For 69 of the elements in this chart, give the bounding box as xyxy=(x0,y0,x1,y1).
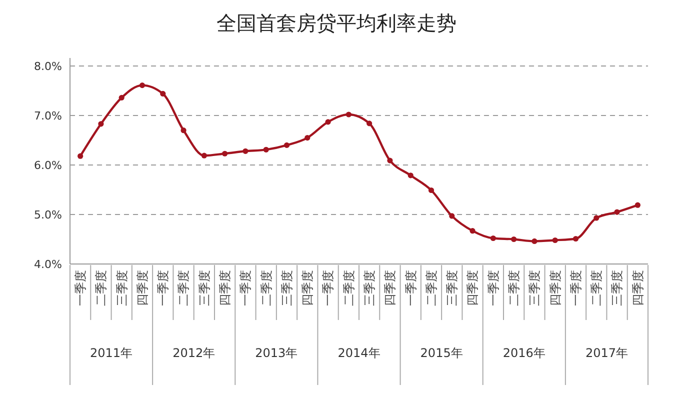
point xyxy=(511,236,517,242)
x-tick-label: 三季度 xyxy=(197,270,212,306)
text: 2017年 xyxy=(585,346,628,360)
x-tick-label: 二季度 xyxy=(259,270,274,306)
x-tick-label: 一季度 xyxy=(568,270,583,306)
x-tick-label: 四季度 xyxy=(218,270,232,306)
point xyxy=(201,152,207,158)
text: 2016年 xyxy=(502,346,546,360)
x-tick-label: 四季度 xyxy=(383,270,398,306)
x-tick-label: 一季度 xyxy=(321,270,336,306)
point xyxy=(634,202,640,208)
x-tick-label: 一季度 xyxy=(404,270,418,306)
x-tick-label: 二季度 xyxy=(424,270,438,306)
x-tick-label: 二季度 xyxy=(590,270,604,306)
point xyxy=(346,112,352,118)
x-tick-label: 三季度 xyxy=(362,270,377,306)
text: 2015年 xyxy=(420,346,463,360)
point xyxy=(366,120,372,126)
point xyxy=(180,128,186,134)
point xyxy=(78,153,84,159)
text: 2011年 xyxy=(90,346,133,360)
x-tick-label: 四季度 xyxy=(300,270,315,306)
x-tick-label: 三季度 xyxy=(610,270,624,306)
point xyxy=(263,146,269,152)
x-tick-label: 四季度 xyxy=(135,270,150,306)
y-tick-label: 4.0% xyxy=(34,258,62,271)
point xyxy=(552,237,558,244)
point xyxy=(387,158,393,164)
x-tick-label: 三季度 xyxy=(528,270,542,306)
point xyxy=(532,238,538,244)
text: 2012年 xyxy=(172,346,216,360)
point xyxy=(572,236,579,242)
point xyxy=(428,187,434,194)
point xyxy=(470,228,476,234)
point xyxy=(325,119,331,125)
point xyxy=(408,172,414,178)
point xyxy=(490,235,496,242)
point xyxy=(160,90,166,97)
x-tick-label: 三季度 xyxy=(114,270,129,306)
x-tick-label: 三季度 xyxy=(280,270,294,306)
x-tick-label: 一季度 xyxy=(74,270,88,306)
x-tick-label: 四季度 xyxy=(466,270,480,306)
x-tick-label: 一季度 xyxy=(486,270,500,306)
point xyxy=(304,134,310,141)
x-tick-label: 二季度 xyxy=(507,270,522,306)
x-tick-label: 四季度 xyxy=(548,270,562,306)
point xyxy=(98,121,104,127)
point xyxy=(614,209,620,215)
text: 2014年 xyxy=(338,346,380,360)
y-tick-label: 6.0% xyxy=(34,158,62,172)
point xyxy=(449,213,455,219)
x-tick-label: 四季度 xyxy=(630,270,645,306)
chart-title: 全国首套房贷平均利率走势 xyxy=(216,11,456,35)
point xyxy=(284,142,290,148)
point xyxy=(594,215,600,221)
x-tick-label: 二季度 xyxy=(176,270,191,306)
x-tick-label: 三季度 xyxy=(445,270,460,306)
point xyxy=(118,94,124,100)
point xyxy=(222,150,228,156)
y-tick-label: 5.0% xyxy=(34,208,62,222)
x-tick-label: 一季度 xyxy=(238,270,253,306)
x-tick-label: 二季度 xyxy=(94,270,108,306)
y-tick-label: 8.0% xyxy=(34,60,62,73)
point xyxy=(242,148,248,154)
y-tick-label: 7.0% xyxy=(34,109,62,122)
text: 2013年 xyxy=(255,346,298,360)
x-tick-label: 二季度 xyxy=(342,270,356,306)
x-tick-label: 一季度 xyxy=(156,270,170,306)
point xyxy=(139,82,146,88)
